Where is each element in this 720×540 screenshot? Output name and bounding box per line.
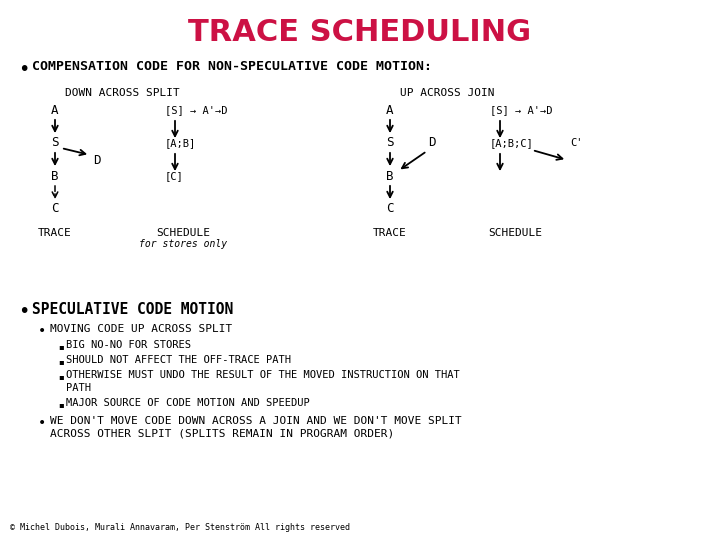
Text: SPECULATIVE CODE MOTION: SPECULATIVE CODE MOTION: [32, 302, 233, 317]
Text: © Michel Dubois, Murali Annavaram, Per Stenström All rights reserved: © Michel Dubois, Murali Annavaram, Per S…: [10, 523, 350, 532]
Text: A: A: [51, 104, 59, 117]
Text: MOVING CODE UP ACROSS SPLIT: MOVING CODE UP ACROSS SPLIT: [50, 324, 233, 334]
Text: D: D: [94, 153, 101, 166]
Text: D: D: [428, 137, 436, 150]
Text: PATH: PATH: [66, 383, 91, 393]
Text: TRACE SCHEDULING: TRACE SCHEDULING: [189, 18, 531, 47]
Text: C': C': [570, 138, 582, 148]
Text: SCHEDULE: SCHEDULE: [156, 228, 210, 238]
Text: [A;B;C]: [A;B;C]: [490, 138, 534, 148]
Text: SHOULD NOT AFFECT THE OFF-TRACE PATH: SHOULD NOT AFFECT THE OFF-TRACE PATH: [66, 355, 291, 365]
Text: B: B: [51, 170, 59, 183]
Text: S: S: [386, 137, 394, 150]
Text: ▪: ▪: [58, 372, 63, 381]
Text: [S] → A'→D: [S] → A'→D: [490, 105, 552, 115]
Text: A: A: [386, 104, 394, 117]
Text: for stores only: for stores only: [139, 239, 227, 249]
Text: [C]: [C]: [165, 171, 184, 181]
Text: B: B: [386, 170, 394, 183]
Text: TRACE: TRACE: [373, 228, 407, 238]
Text: •: •: [38, 416, 46, 430]
Text: UP ACROSS JOIN: UP ACROSS JOIN: [400, 88, 495, 98]
Text: WE DON'T MOVE CODE DOWN ACROSS A JOIN AND WE DON'T MOVE SPLIT: WE DON'T MOVE CODE DOWN ACROSS A JOIN AN…: [50, 416, 462, 426]
Text: DOWN ACROSS SPLIT: DOWN ACROSS SPLIT: [65, 88, 180, 98]
Text: C: C: [386, 202, 394, 215]
Text: •: •: [38, 324, 46, 338]
Text: ▪: ▪: [58, 342, 63, 351]
Text: TRACE: TRACE: [38, 228, 72, 238]
Text: C: C: [51, 202, 59, 215]
Text: S: S: [51, 137, 59, 150]
Text: BIG NO-NO FOR STORES: BIG NO-NO FOR STORES: [66, 340, 191, 350]
Text: SCHEDULE: SCHEDULE: [488, 228, 542, 238]
Text: •: •: [18, 60, 30, 79]
Text: •: •: [18, 302, 30, 321]
Text: [S] → A'→D: [S] → A'→D: [165, 105, 228, 115]
Text: ACROSS OTHER SLPIT (SPLITS REMAIN IN PROGRAM ORDER): ACROSS OTHER SLPIT (SPLITS REMAIN IN PRO…: [50, 429, 395, 439]
Text: MAJOR SOURCE OF CODE MOTION AND SPEEDUP: MAJOR SOURCE OF CODE MOTION AND SPEEDUP: [66, 398, 310, 408]
Text: OTHERWISE MUST UNDO THE RESULT OF THE MOVED INSTRUCTION ON THAT: OTHERWISE MUST UNDO THE RESULT OF THE MO…: [66, 370, 460, 380]
Text: COMPENSATION CODE FOR NON-SPECULATIVE CODE MOTION:: COMPENSATION CODE FOR NON-SPECULATIVE CO…: [32, 60, 432, 73]
Text: [A;B]: [A;B]: [165, 138, 197, 148]
Text: ▪: ▪: [58, 400, 63, 409]
Text: ▪: ▪: [58, 357, 63, 366]
